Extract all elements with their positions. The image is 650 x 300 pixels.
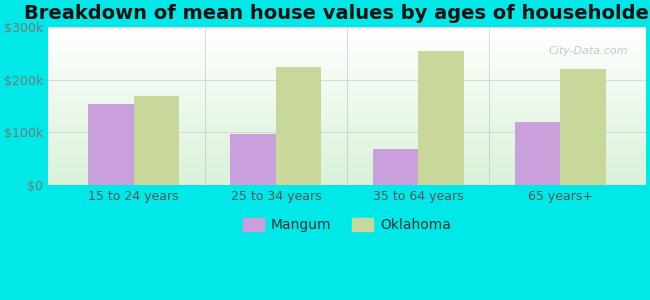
Bar: [418, 51, 463, 185]
Bar: [276, 67, 321, 185]
Bar: [133, 96, 179, 185]
Title: Breakdown of mean house values by ages of householders: Breakdown of mean house values by ages o…: [24, 4, 650, 23]
Bar: [372, 149, 418, 185]
Legend: Mangum, Oklahoma: Mangum, Oklahoma: [237, 213, 456, 238]
Text: City-Data.com: City-Data.com: [549, 46, 628, 56]
Bar: [88, 103, 133, 185]
Bar: [230, 134, 276, 185]
Bar: [560, 70, 606, 185]
Bar: [515, 122, 560, 185]
